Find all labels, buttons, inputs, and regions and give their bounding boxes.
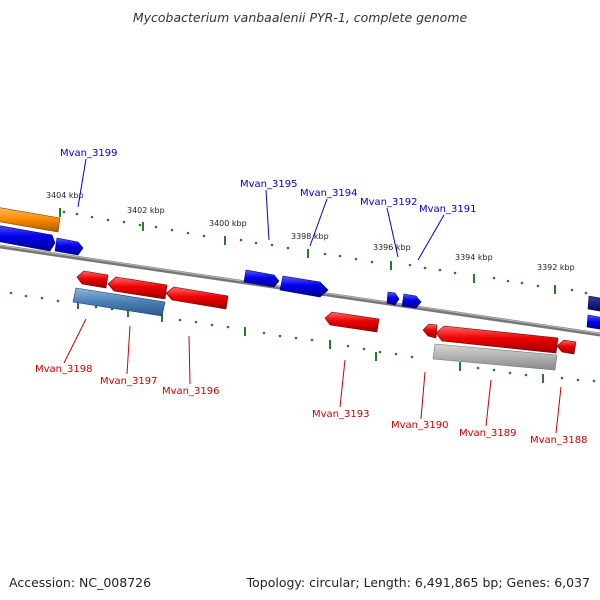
cds-feature-forward[interactable] [586,314,600,330]
forward-strand-features [0,206,600,330]
cds-feature-reverse[interactable] [165,286,229,310]
cds-feature-forward[interactable] [386,291,400,306]
forward-scale-ticks [59,208,556,294]
cds-feature-forward[interactable] [0,224,56,252]
cds-feature-reverse[interactable] [435,325,559,354]
cds-feature-reverse[interactable] [107,276,168,300]
gene-label-mvan-3188[interactable]: Mvan_3188 [530,435,587,446]
cds-feature-forward[interactable] [279,275,329,298]
accession-label: Accession: NC_008726 [9,575,152,590]
scale-label-3400: 3400 kbp [209,219,247,228]
cds-feature-forward[interactable] [401,293,422,309]
forward-leader-lines [77,158,445,261]
gene-label-mvan-3198[interactable]: Mvan_3198 [35,364,92,375]
reverse-scale-ticks [77,300,544,383]
forward-scale-track [62,210,588,295]
gene-label-mvan-3197[interactable]: Mvan_3197 [100,376,157,387]
gene-label-mvan-3195[interactable]: Mvan_3195 [240,179,297,190]
gene-feature-orange[interactable] [0,206,61,233]
gene-label-mvan-3193[interactable]: Mvan_3193 [312,409,369,420]
cds-feature-reverse[interactable] [422,323,438,339]
genome-summary: Topology: circular; Length: 6,491,865 bp… [246,575,590,590]
gene-label-mvan-3194[interactable]: Mvan_3194 [300,188,357,199]
reverse-scale-track [9,291,596,383]
scale-label-3396: 3396 kbp [373,243,411,252]
gene-feature-steel[interactable] [72,287,166,317]
reverse-leader-lines [63,318,562,434]
gene-label-mvan-3190[interactable]: Mvan_3190 [391,420,448,431]
scale-label-3398: 3398 kbp [291,232,329,241]
scale-label-3404: 3404 kbp [46,191,84,200]
cds-feature-forward[interactable] [243,269,280,288]
gene-label-mvan-3196[interactable]: Mvan_3196 [162,386,219,397]
gene-label-mvan-3192[interactable]: Mvan_3192 [360,197,417,208]
scale-label-3394: 3394 kbp [455,253,493,262]
cds-feature-reverse[interactable] [76,270,109,289]
scale-label-3402: 3402 kbp [127,206,165,215]
gene-label-mvan-3189[interactable]: Mvan_3189 [459,428,516,439]
cds-feature-reverse[interactable] [556,339,577,355]
gene-label-mvan-3191[interactable]: Mvan_3191 [419,204,476,215]
cds-feature-reverse[interactable] [324,311,380,333]
cds-feature-forward[interactable] [587,295,600,312]
reverse-strand-features [72,270,577,371]
cds-feature-forward[interactable] [54,237,84,256]
genome-title: Mycobacterium vanbaalenii PYR-1, complet… [132,10,468,25]
scale-label-3392: 3392 kbp [537,263,575,272]
gene-label-mvan-3199[interactable]: Mvan_3199 [60,148,117,159]
gene-feature-grey[interactable] [432,343,558,371]
